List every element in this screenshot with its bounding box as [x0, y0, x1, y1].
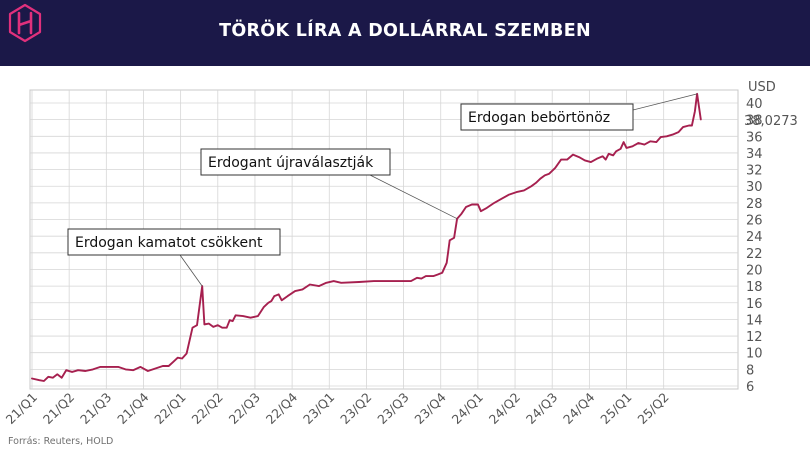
x-tick-label: 22/Q4	[263, 389, 300, 426]
y-tick-label: 36	[746, 130, 763, 145]
x-tick-label: 22/Q2	[188, 390, 225, 427]
x-tick-label: 24/Q3	[523, 390, 560, 427]
y-tick-label: 8	[746, 363, 754, 378]
y-tick-label: 28	[746, 197, 763, 212]
annotation-leader	[369, 174, 458, 220]
y-tick-label: 34	[746, 147, 763, 162]
y-axis-unit: USD	[748, 80, 776, 95]
x-tick-label: 24/Q4	[560, 389, 597, 426]
y-tick-label: 30	[746, 180, 763, 195]
y-tick-label: 6	[746, 380, 754, 395]
x-tick-label: 23/Q3	[374, 390, 411, 427]
y-tick-label: 20	[746, 263, 763, 278]
x-tick-label: 22/Q3	[226, 390, 263, 427]
y-tick-label: 26	[746, 214, 763, 229]
last-value-label: 38,0273	[744, 114, 798, 129]
chart-title: TÖRÖK LÍRA A DOLLÁRRAL SZEMBEN	[219, 21, 591, 41]
x-tick-label: 21/Q1	[3, 390, 40, 427]
x-tick-label: 24/Q2	[486, 390, 523, 427]
y-tick-label: 10	[746, 347, 763, 362]
annotation-label: Erdogant újraválasztják	[208, 155, 374, 171]
annotation-leader	[632, 93, 698, 111]
y-tick-label: 22	[746, 247, 763, 262]
annotation-label: Erdogan bebörtönöz	[468, 110, 610, 126]
y-tick-label: 24	[746, 230, 763, 245]
x-tick-label: 25/Q1	[597, 390, 634, 427]
annotation-box	[460, 103, 634, 131]
x-tick-label: 21/Q2	[40, 390, 77, 427]
annotation-box	[200, 148, 391, 176]
annotation-leader	[179, 254, 203, 287]
x-tick-label: 23/Q2	[337, 390, 374, 427]
x-tick-label: 22/Q1	[151, 390, 188, 427]
x-tick-label: 23/Q4	[411, 389, 448, 426]
y-tick-label: 14	[746, 313, 763, 328]
annotation-box	[67, 228, 281, 256]
y-tick-label: 18	[746, 280, 763, 295]
x-tick-label: 21/Q3	[77, 390, 114, 427]
annotation-label: Erdogan kamatot csökkent	[75, 235, 263, 251]
source-note: Forrás: Reuters, HOLD	[8, 436, 114, 447]
header-bar: TÖRÖK LÍRA A DOLLÁRRAL SZEMBEN	[0, 0, 810, 66]
y-tick-label: 16	[746, 297, 763, 312]
series-line	[31, 92, 702, 382]
x-tick-label: 21/Q4	[114, 389, 151, 426]
x-tick-label: 25/Q2	[634, 390, 671, 427]
y-tick-label: 32	[746, 164, 763, 179]
y-tick-label: 40	[746, 97, 763, 112]
y-tick-label: 12	[746, 330, 763, 345]
x-tick-label: 24/Q1	[449, 390, 486, 427]
x-tick-label: 23/Q1	[300, 390, 337, 427]
hold-logo-icon	[8, 3, 42, 43]
y-tick-label: 38	[746, 114, 763, 129]
